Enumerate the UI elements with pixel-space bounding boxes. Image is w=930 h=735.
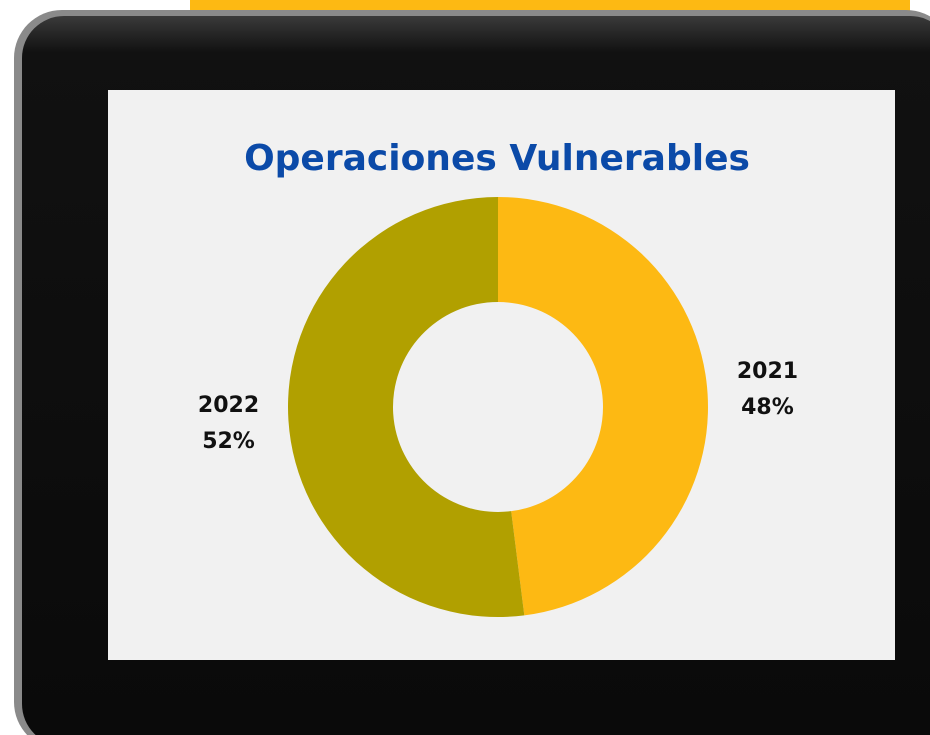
- category-label: 2022: [198, 393, 259, 418]
- plot-area: 2021 48% 2022 52%: [198, 197, 798, 617]
- chart-title: Operaciones Vulnerables: [244, 138, 750, 179]
- value-label: 48%: [741, 395, 794, 420]
- donut-segment: [288, 197, 525, 617]
- category-label: 2021: [737, 359, 798, 384]
- value-label: 52%: [202, 429, 255, 454]
- donut-segment: [498, 197, 709, 616]
